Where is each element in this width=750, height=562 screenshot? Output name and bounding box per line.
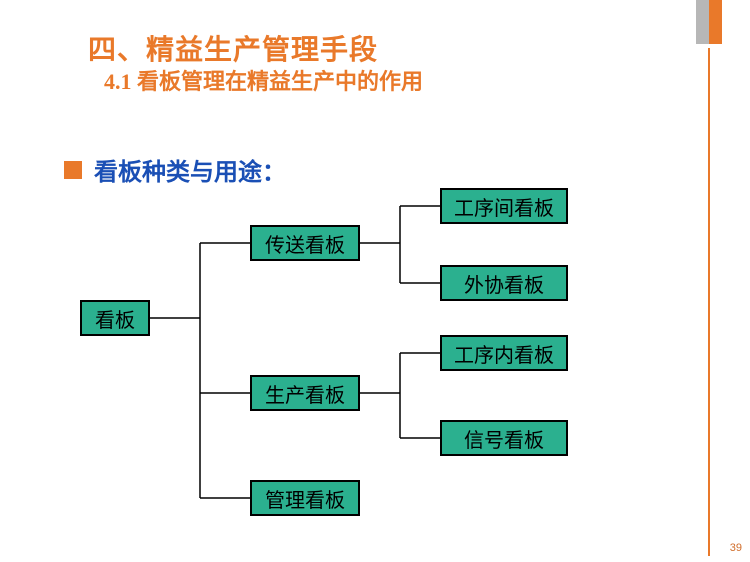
slide: 四、精益生产管理手段 4.1 看板管理在精益生产中的作用 看板种类与用途： 看板…: [0, 0, 750, 562]
right-vertical-rule: [708, 48, 710, 556]
corner-decor: [696, 0, 722, 44]
section-subtitle: 4.1 看板管理在精益生产中的作用: [104, 64, 423, 96]
page-number: 39: [730, 542, 742, 554]
tree-node-root: 看板: [80, 300, 150, 336]
tree-node-l3: 工序内看板: [440, 335, 568, 371]
decor-gray: [696, 0, 709, 44]
tree-node-n2: 生产看板: [250, 375, 360, 411]
kanban-tree-diagram: 看板 传送看板生产看板管理看板 工序间看板外协看板工序内看板信号看板: [60, 180, 620, 540]
section-title: 四、精益生产管理手段: [88, 28, 378, 68]
tree-node-n3: 管理看板: [250, 480, 360, 516]
tree-node-n1: 传送看板: [250, 225, 360, 261]
tree-node-l2: 外协看板: [440, 265, 568, 301]
tree-node-l1: 工序间看板: [440, 188, 568, 224]
tree-node-l4: 信号看板: [440, 420, 568, 456]
bullet-marker-icon: [64, 161, 82, 179]
decor-orange: [709, 0, 722, 44]
